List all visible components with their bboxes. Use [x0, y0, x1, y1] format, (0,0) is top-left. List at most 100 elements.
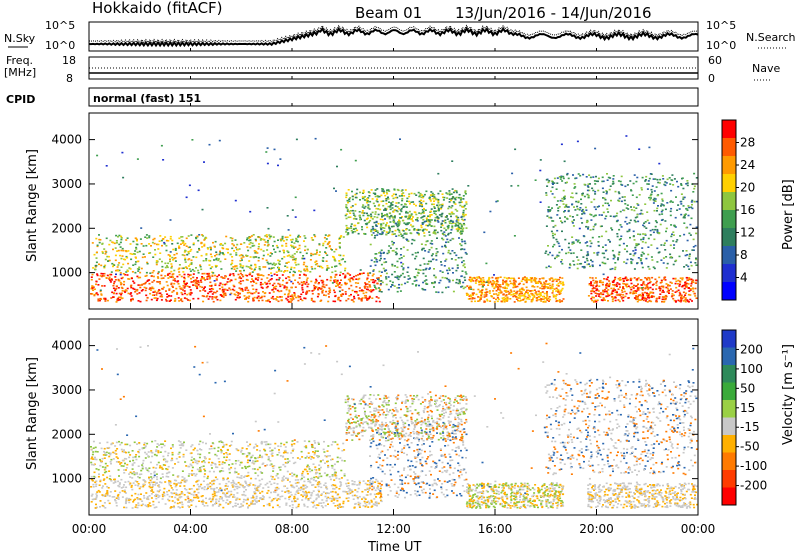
- echo-cell: [606, 191, 608, 193]
- echo-cell: [493, 288, 495, 290]
- echo-cell: [647, 220, 649, 222]
- echo-cell: [253, 256, 255, 258]
- echo-cell: [160, 296, 162, 298]
- echo-cell: [266, 283, 268, 285]
- echo-cell: [654, 198, 656, 200]
- echo-cell: [189, 185, 191, 187]
- echo-cell: [401, 198, 403, 200]
- echo-cell: [252, 285, 254, 287]
- echo-cell: [608, 280, 610, 282]
- echo-cell: [495, 285, 497, 287]
- echo-cell: [661, 213, 663, 215]
- echo-cell: [285, 243, 287, 245]
- echo-cell: [381, 188, 383, 190]
- echo-cell: [375, 208, 377, 210]
- echo-cell: [307, 286, 309, 288]
- echo-cell: [657, 205, 659, 207]
- echo-cell: [295, 240, 297, 242]
- echo-cell: [489, 292, 491, 294]
- echo-cell: [538, 293, 540, 295]
- echo-cell: [316, 249, 318, 251]
- echo-cell: [343, 501, 345, 503]
- echo-cell: [642, 252, 644, 254]
- echo-cell: [220, 261, 222, 263]
- echo-cell: [394, 265, 396, 267]
- echo-cell: [202, 503, 204, 505]
- echo-cell: [667, 284, 669, 286]
- echo-cell: [319, 251, 321, 253]
- echo-cell: [569, 249, 571, 251]
- echo-cell: [165, 267, 167, 269]
- echo-cell: [281, 299, 283, 301]
- echo-cell: [683, 292, 685, 294]
- echo-cell: [372, 275, 374, 277]
- echo-cell: [587, 251, 589, 253]
- echo-cell: [616, 233, 618, 235]
- echo-cell: [276, 245, 278, 247]
- echo-cell: [641, 189, 643, 191]
- echo-cell: [314, 236, 316, 238]
- echo-cell: [285, 298, 287, 300]
- echo-cell: [372, 279, 374, 281]
- echo-cell: [332, 496, 334, 498]
- echo-cell: [399, 221, 401, 223]
- echo-cell: [361, 300, 363, 302]
- echo-cell: [159, 240, 161, 242]
- echo-cell: [361, 229, 363, 231]
- echo-cell: [273, 267, 275, 269]
- echo-cell: [434, 232, 436, 234]
- echo-cell: [139, 287, 141, 289]
- echo-cell: [502, 299, 504, 301]
- echo-cell: [374, 237, 376, 239]
- echo-cell: [295, 197, 297, 199]
- echo-cell: [670, 211, 672, 213]
- echo-cell: [130, 300, 132, 302]
- echo-cell: [359, 199, 361, 201]
- echo-cell: [277, 483, 279, 485]
- echo-cell: [617, 220, 619, 222]
- echo-cell: [647, 301, 649, 303]
- echo-cell: [551, 231, 553, 233]
- echo-cell: [325, 496, 327, 498]
- echo-cell: [137, 485, 139, 487]
- echo-cell: [571, 192, 573, 194]
- echo-cell: [656, 301, 658, 303]
- echo-cell: [448, 233, 450, 235]
- echo-cell: [598, 236, 600, 238]
- echo-cell: [161, 240, 163, 242]
- echo-cell: [330, 280, 332, 282]
- echo-cell: [181, 491, 183, 493]
- echo-cell: [672, 184, 674, 186]
- echo-cell: [634, 277, 636, 279]
- echo-cell: [404, 283, 406, 285]
- echo-cell: [220, 243, 222, 245]
- echo-cell: [303, 240, 305, 242]
- echo-cell: [116, 242, 118, 244]
- echo-cell: [157, 248, 159, 250]
- echo-cell: [670, 288, 672, 290]
- echo-cell: [607, 179, 609, 181]
- echo-cell: [666, 202, 668, 204]
- echo-cell: [396, 210, 398, 212]
- echo-cell: [357, 279, 359, 281]
- echo-cell: [189, 264, 191, 266]
- echo-cell: [125, 250, 127, 252]
- echo-cell: [250, 293, 252, 295]
- echo-cell: [392, 207, 394, 209]
- echo-cell: [675, 287, 677, 289]
- echo-cell: [686, 250, 688, 252]
- echo-cell: [130, 259, 132, 261]
- echo-cell: [370, 279, 372, 281]
- echo-cell: [339, 263, 341, 265]
- echo-cell: [96, 155, 98, 157]
- echo-cell: [673, 295, 675, 297]
- echo-cell: [449, 281, 451, 283]
- echo-cell: [214, 495, 216, 497]
- echo-cell: [97, 298, 99, 300]
- echo-cell: [659, 293, 661, 295]
- echo-cell: [463, 195, 465, 197]
- echo-cell: [304, 246, 306, 248]
- echo-cell: [271, 278, 273, 280]
- echo-cell: [227, 281, 229, 283]
- echo-cell: [383, 268, 385, 270]
